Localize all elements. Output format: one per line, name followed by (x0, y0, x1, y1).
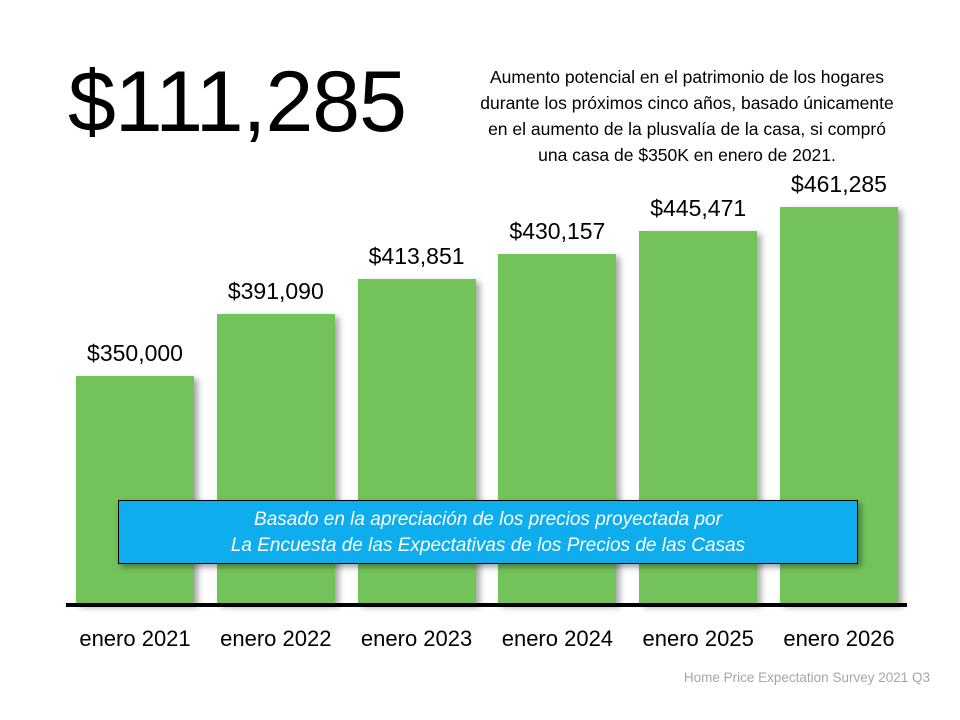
note-line: La Encuesta de las Expectativas de los P… (230, 535, 746, 556)
description-line: una casa de $350K en enero de 2021. (538, 145, 836, 165)
source-note-box: Basado en la apreciación de los precios … (118, 500, 858, 564)
x-axis-line (66, 603, 907, 607)
description-line: en el aumento de la plusvalía de la casa… (488, 119, 886, 139)
bar-1 (76, 376, 194, 604)
description-line: Aumento potencial en el patrimonio de lo… (490, 67, 884, 87)
x-tick-label: enero 2026 (783, 626, 895, 651)
headline-amount: $111,285 (68, 54, 407, 150)
note-line: Basado en la apreciación de los precios … (254, 509, 722, 530)
x-tick-label: enero 2025 (642, 626, 754, 651)
source-citation: Home Price Expectation Survey 2021 Q3 (683, 670, 930, 685)
x-tick-label: enero 2021 (79, 626, 191, 651)
x-tick-label: enero 2022 (220, 626, 332, 651)
data-label: $461,285 (791, 170, 887, 197)
description-line: durante los próximos cinco años, basado … (480, 93, 894, 113)
x-tick-label: enero 2024 (501, 626, 614, 651)
x-tick-label: enero 2023 (360, 626, 473, 651)
data-label: $445,471 (650, 194, 747, 221)
data-label: $430,157 (509, 218, 606, 245)
data-label: $350,000 (87, 340, 183, 366)
data-label: $391,090 (227, 277, 324, 304)
description: Aumento potencial en el patrimonio de lo… (452, 64, 922, 168)
data-label: $413,851 (368, 242, 465, 269)
